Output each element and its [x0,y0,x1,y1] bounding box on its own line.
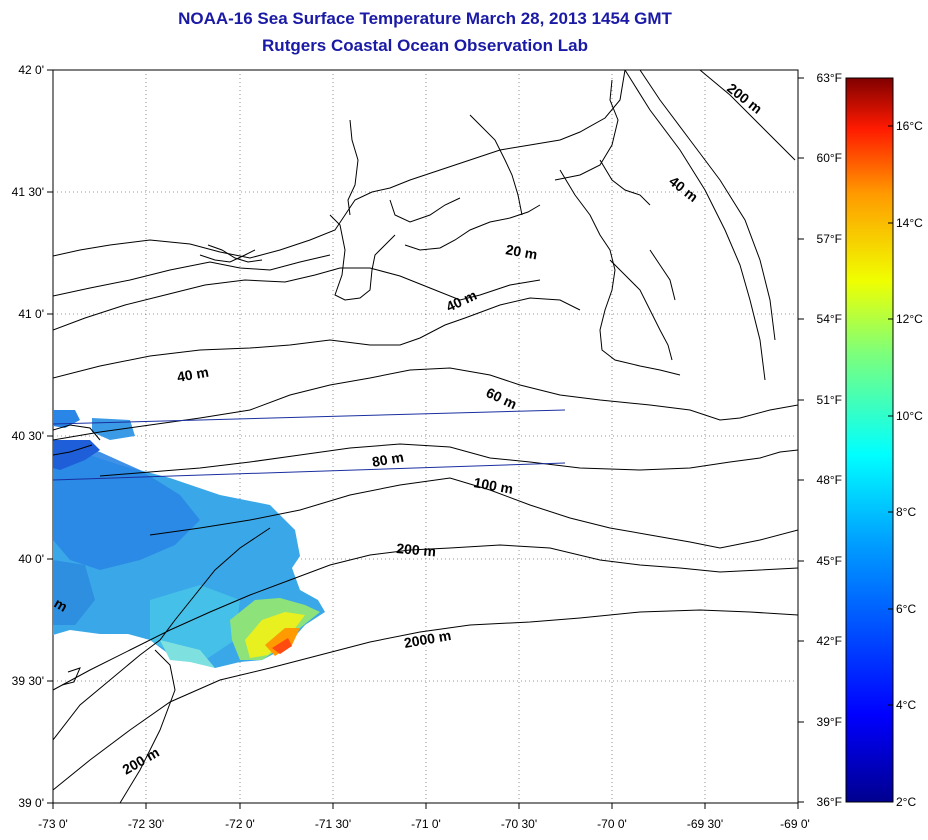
fahrenheit-label: 36°F [817,795,842,809]
fahrenheit-label: 57°F [817,232,842,246]
celsius-label: 4°C [896,698,916,712]
celsius-labels: 16°C 14°C 12°C 10°C 8°C 6°C 4°C 2°C [896,119,923,809]
coastlines [53,70,681,686]
fahrenheit-label: 63°F [817,71,842,85]
lon-label: -73 0' [38,817,68,831]
lat-label: 41 30' [12,185,44,199]
lon-label: -71 0' [411,817,441,831]
celsius-label: 6°C [896,602,916,616]
contour-label-40m-w: 40 m [176,364,210,385]
celsius-label: 16°C [896,119,923,133]
celsius-label: 8°C [896,505,916,519]
contour-label-200m-mid: 200 m [396,540,437,559]
map-subtitle: Rutgers Coastal Ocean Observation Lab [262,36,588,55]
lon-label: -72 30' [128,817,164,831]
frame-ticks [47,69,804,809]
lon-label: -72 0' [225,817,255,831]
lon-label: -70 0' [597,817,627,831]
fahrenheit-label: 54°F [817,312,842,326]
fahrenheit-label: 39°F [817,715,842,729]
temperature-colorbar [845,77,894,803]
celsius-label: 10°C [896,409,923,423]
celsius-label: 2°C [896,795,916,809]
fahrenheit-label: 60°F [817,151,842,165]
fahrenheit-label: 45°F [817,554,842,568]
transect-lines [53,409,566,481]
lat-label: 40 30' [12,429,44,443]
lat-label: 41 0' [18,307,44,321]
lat-label: 39 30' [12,674,44,688]
lon-label: -71 30' [315,817,351,831]
contour-label-100m: 100 m [472,474,514,497]
lat-label: 40 0' [18,552,44,566]
lat-label: 42 0' [18,63,44,77]
map-title: NOAA-16 Sea Surface Temperature March 28… [178,9,672,28]
fahrenheit-label: 48°F [817,473,842,487]
longitude-labels: -73 0' -72 30' -72 0' -71 30' -71 0' -70… [38,817,810,831]
graticule [53,70,798,803]
fahrenheit-label: 51°F [817,393,842,407]
fahrenheit-label: 42°F [817,634,842,648]
celsius-label: 14°C [896,216,923,230]
lon-label: -69 30' [687,817,723,831]
fahrenheit-labels: 63°F 60°F 57°F 54°F 51°F 48°F 45°F 42°F … [817,71,842,809]
lat-label: 39 0' [18,796,44,810]
bathymetry-contours [53,70,798,803]
sst-data-patch [53,410,325,668]
colorbar-ticks [888,125,893,803]
lon-label: -70 30' [501,817,537,831]
lon-label: -69 0' [780,817,810,831]
contour-label-80m: 80 m [371,449,405,470]
latitude-labels: 42 0' 41 30' 41 0' 40 30' 40 0' 39 30' 3… [12,63,44,810]
celsius-label: 12°C [896,312,923,326]
contour-label-20m: 20 m [504,241,538,262]
